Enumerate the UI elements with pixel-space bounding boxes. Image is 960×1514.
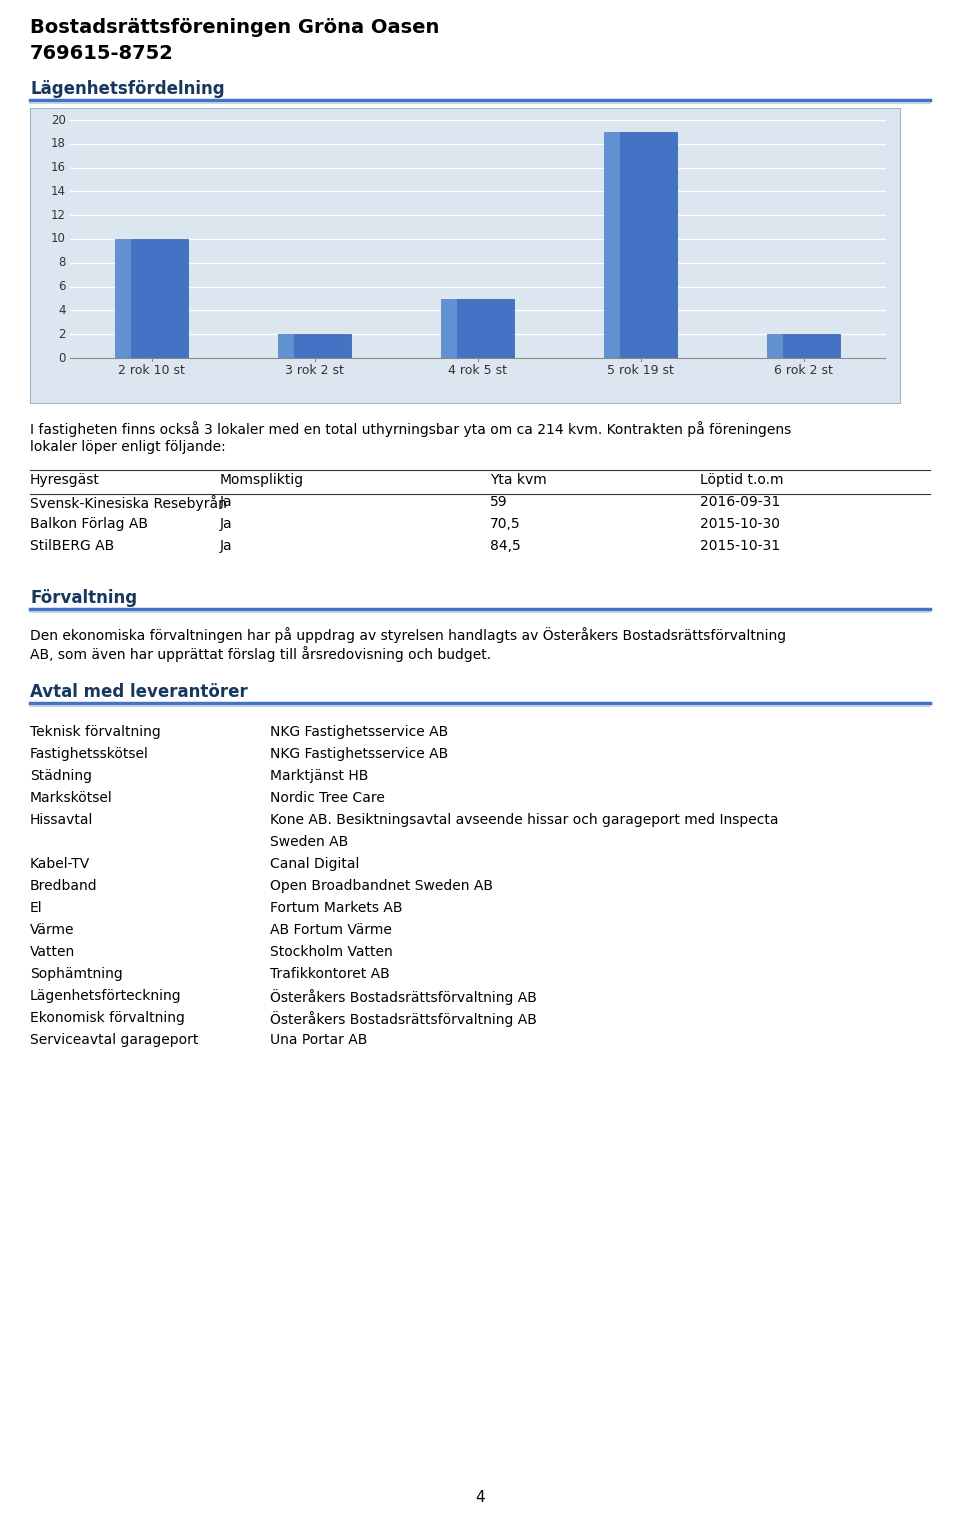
Text: 4 rok 5 st: 4 rok 5 st: [448, 363, 507, 377]
Text: 59: 59: [490, 495, 508, 509]
Text: Lägenhetsfördelning: Lägenhetsfördelning: [30, 80, 225, 98]
Text: Städning: Städning: [30, 769, 92, 783]
Text: 6: 6: [59, 280, 66, 294]
Text: Ja: Ja: [220, 539, 232, 553]
Text: Balkon Förlag AB: Balkon Förlag AB: [30, 516, 148, 531]
Text: Vatten: Vatten: [30, 945, 75, 958]
Text: Canal Digital: Canal Digital: [270, 857, 359, 871]
Text: Avtal med leverantörer: Avtal med leverantörer: [30, 683, 248, 701]
Text: NKG Fastighetsservice AB: NKG Fastighetsservice AB: [270, 746, 448, 762]
Bar: [30, 107, 900, 403]
Text: Hissavtal: Hissavtal: [30, 813, 93, 827]
Text: 20: 20: [51, 114, 66, 127]
Text: StilBERG AB: StilBERG AB: [30, 539, 114, 553]
Text: Fortum Markets AB: Fortum Markets AB: [270, 901, 402, 914]
Bar: [604, 132, 677, 357]
Bar: [277, 335, 294, 357]
Text: Marktjänst HB: Marktjänst HB: [270, 769, 369, 783]
Text: Kabel-TV: Kabel-TV: [30, 857, 90, 871]
Text: lokaler löper enligt följande:: lokaler löper enligt följande:: [30, 441, 226, 454]
Text: 70,5: 70,5: [490, 516, 520, 531]
Text: Värme: Värme: [30, 924, 75, 937]
Bar: [277, 335, 351, 357]
Text: Stockholm Vatten: Stockholm Vatten: [270, 945, 393, 958]
Text: Bredband: Bredband: [30, 880, 98, 893]
Text: Teknisk förvaltning: Teknisk förvaltning: [30, 725, 160, 739]
Text: AB Fortum Värme: AB Fortum Värme: [270, 924, 392, 937]
Text: Bostadsrättsföreningen Gröna Oasen: Bostadsrättsföreningen Gröna Oasen: [30, 18, 440, 36]
Text: Österåkers Bostadsrättsförvaltning AB: Österåkers Bostadsrättsförvaltning AB: [270, 989, 537, 1005]
Bar: [441, 298, 515, 357]
Text: Nordic Tree Care: Nordic Tree Care: [270, 790, 385, 805]
Text: Sophämtning: Sophämtning: [30, 967, 123, 981]
Text: 18: 18: [51, 138, 66, 150]
Bar: [767, 335, 783, 357]
Text: Kone AB. Besiktningsavtal avseende hissar och garageport med Inspecta: Kone AB. Besiktningsavtal avseende hissa…: [270, 813, 779, 827]
Text: 12: 12: [51, 209, 66, 221]
Text: Ja: Ja: [220, 495, 232, 509]
Text: Hyresgäst: Hyresgäst: [30, 472, 100, 488]
Text: Ja: Ja: [220, 516, 232, 531]
Text: 4: 4: [475, 1490, 485, 1505]
Text: 4: 4: [59, 304, 66, 316]
Bar: [115, 239, 131, 357]
Text: Open Broadbandnet Sweden AB: Open Broadbandnet Sweden AB: [270, 880, 493, 893]
Text: 2 rok 10 st: 2 rok 10 st: [118, 363, 185, 377]
Text: Lägenhetsförteckning: Lägenhetsförteckning: [30, 989, 181, 1002]
Text: 84,5: 84,5: [490, 539, 520, 553]
Text: Trafikkontoret AB: Trafikkontoret AB: [270, 967, 390, 981]
Text: 10: 10: [51, 233, 66, 245]
Text: I fastigheten finns också 3 lokaler med en total uthyrningsbar yta om ca 214 kvm: I fastigheten finns också 3 lokaler med …: [30, 421, 791, 438]
Bar: [115, 239, 188, 357]
Text: Österåkers Bostadsrättsförvaltning AB: Österåkers Bostadsrättsförvaltning AB: [270, 1011, 537, 1026]
Text: Den ekonomiska förvaltningen har på uppdrag av styrelsen handlagts av Österåkers: Den ekonomiska förvaltningen har på uppd…: [30, 627, 786, 643]
Text: Momspliktig: Momspliktig: [220, 472, 304, 488]
Text: Löptid t.o.m: Löptid t.o.m: [700, 472, 783, 488]
Text: 2015-10-31: 2015-10-31: [700, 539, 780, 553]
Text: Ekonomisk förvaltning: Ekonomisk förvaltning: [30, 1011, 185, 1025]
Text: 769615-8752: 769615-8752: [30, 44, 174, 64]
Text: AB, som även har upprättat förslag till årsredovisning och budget.: AB, som även har upprättat förslag till …: [30, 646, 492, 662]
Text: El: El: [30, 901, 42, 914]
Text: Sweden AB: Sweden AB: [270, 836, 348, 849]
Text: 2: 2: [59, 327, 66, 341]
Text: 14: 14: [51, 185, 66, 198]
Bar: [441, 298, 457, 357]
Text: Förvaltning: Förvaltning: [30, 589, 137, 607]
Text: 6 rok 2 st: 6 rok 2 st: [774, 363, 833, 377]
Text: 5 rok 19 st: 5 rok 19 st: [607, 363, 674, 377]
Text: 3 rok 2 st: 3 rok 2 st: [285, 363, 344, 377]
Text: 8: 8: [59, 256, 66, 269]
Text: 0: 0: [59, 351, 66, 365]
Text: 2015-10-30: 2015-10-30: [700, 516, 780, 531]
Text: Una Portar AB: Una Portar AB: [270, 1033, 368, 1048]
Text: Svensk-Kinesiska Resebyrån: Svensk-Kinesiska Resebyrån: [30, 495, 227, 510]
Text: Serviceavtal garageport: Serviceavtal garageport: [30, 1033, 199, 1048]
Text: 2016-09-31: 2016-09-31: [700, 495, 780, 509]
Text: Fastighetsskötsel: Fastighetsskötsel: [30, 746, 149, 762]
Bar: [604, 132, 620, 357]
Text: Yta kvm: Yta kvm: [490, 472, 547, 488]
Text: 16: 16: [51, 160, 66, 174]
Bar: [767, 335, 840, 357]
Text: NKG Fastighetsservice AB: NKG Fastighetsservice AB: [270, 725, 448, 739]
Text: Markskötsel: Markskötsel: [30, 790, 112, 805]
